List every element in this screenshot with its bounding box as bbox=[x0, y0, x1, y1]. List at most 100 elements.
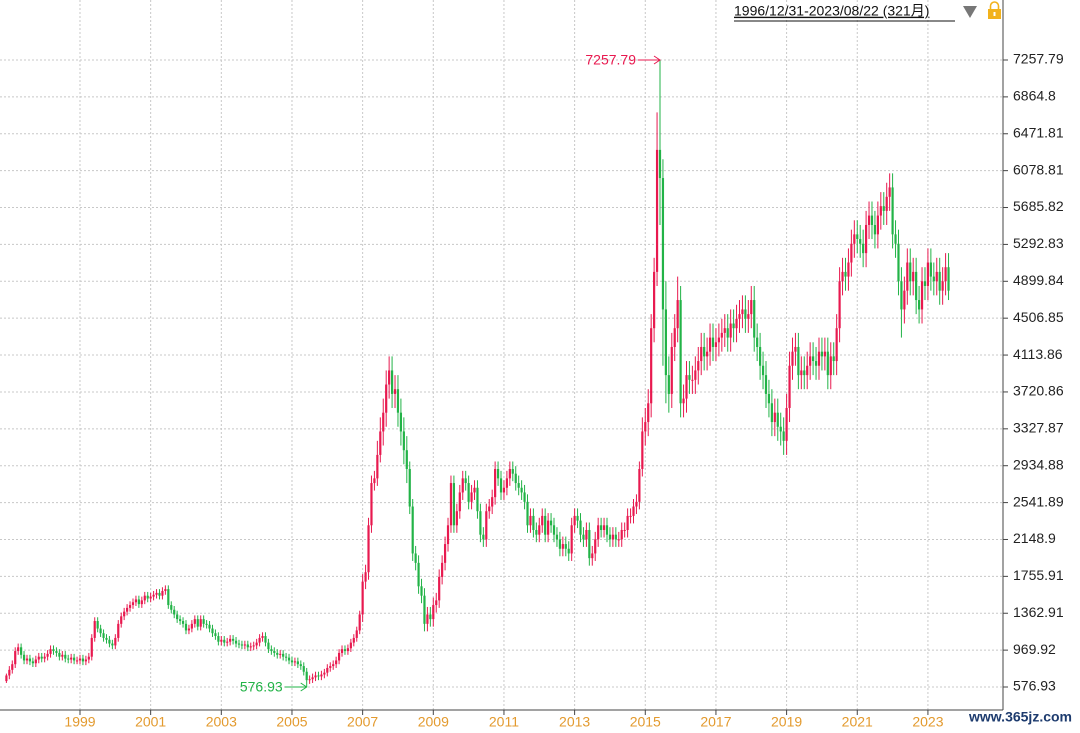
candle-body bbox=[320, 674, 323, 677]
candle-body bbox=[393, 389, 397, 394]
candle-body bbox=[420, 586, 423, 596]
candle-body bbox=[888, 187, 891, 197]
lock-icon[interactable] bbox=[988, 1, 1001, 19]
candle-body bbox=[549, 520, 553, 526]
y-tick-label: 7257.79 bbox=[1013, 51, 1064, 67]
candle-body bbox=[929, 262, 932, 277]
candle-body bbox=[912, 271, 915, 282]
candle-body bbox=[526, 501, 529, 526]
candle-body bbox=[817, 351, 821, 366]
candle-body bbox=[105, 637, 108, 640]
candle-body bbox=[84, 659, 87, 662]
candle-body bbox=[22, 654, 26, 661]
candle-body bbox=[75, 660, 79, 662]
candle-body bbox=[231, 638, 235, 641]
candle-body bbox=[346, 648, 350, 652]
candle-body bbox=[134, 599, 138, 603]
candle-body bbox=[146, 595, 149, 599]
candle-body bbox=[11, 664, 14, 670]
candles bbox=[5, 59, 950, 688]
candle-body bbox=[685, 375, 688, 399]
candle-body bbox=[797, 346, 800, 376]
candle-body bbox=[379, 431, 382, 455]
candle-body bbox=[284, 656, 288, 658]
candle-body bbox=[43, 656, 46, 659]
candle-body bbox=[323, 672, 326, 675]
candle-body bbox=[900, 281, 903, 310]
candle-body bbox=[364, 572, 367, 582]
candle-body bbox=[170, 605, 173, 610]
candle-body bbox=[382, 412, 385, 432]
candle-body bbox=[293, 661, 297, 663]
candle-body bbox=[915, 271, 918, 301]
candle-body bbox=[452, 483, 456, 526]
candle-body bbox=[317, 675, 320, 677]
candle-body bbox=[108, 639, 111, 644]
candle-body bbox=[585, 529, 588, 540]
candle-body bbox=[143, 595, 146, 601]
x-tick-label: 2005 bbox=[276, 714, 307, 730]
candle-body bbox=[555, 534, 559, 540]
grid bbox=[0, 0, 1003, 710]
period-selector[interactable]: 1996/12/31-2023/08/22 (321月) bbox=[734, 3, 929, 19]
candle-body bbox=[850, 243, 853, 263]
candle-body bbox=[935, 271, 938, 282]
candle-body bbox=[479, 511, 482, 535]
candle-body bbox=[196, 619, 199, 627]
candle-body bbox=[826, 351, 829, 376]
x-tick-label: 2009 bbox=[418, 714, 449, 730]
candle-body bbox=[176, 614, 179, 620]
candle-body bbox=[17, 647, 20, 652]
candle-body bbox=[117, 623, 120, 638]
candle-body bbox=[458, 492, 461, 512]
watermark: www.365jz.com bbox=[968, 709, 1072, 725]
candle-body bbox=[137, 599, 140, 605]
candle-body bbox=[488, 506, 491, 512]
candle-body bbox=[523, 492, 526, 502]
candle-body bbox=[28, 658, 32, 662]
candle-body bbox=[123, 611, 126, 617]
candle-body bbox=[832, 356, 835, 362]
candle-body bbox=[564, 544, 567, 549]
candle-body bbox=[617, 539, 620, 541]
candle-body bbox=[676, 300, 679, 329]
candle-body bbox=[814, 361, 818, 366]
candle-body bbox=[800, 370, 803, 376]
candle-body bbox=[96, 621, 99, 629]
candle-body bbox=[388, 370, 391, 385]
candle-body bbox=[199, 619, 202, 627]
candle-body bbox=[220, 639, 223, 642]
candle-body bbox=[211, 628, 214, 634]
candle-body bbox=[476, 487, 479, 512]
candle-body bbox=[926, 262, 930, 286]
candle-body bbox=[823, 351, 826, 357]
candle-body bbox=[741, 309, 744, 315]
candle-body bbox=[223, 639, 226, 643]
candle-body bbox=[329, 666, 332, 668]
candle-body bbox=[343, 649, 347, 652]
candle-body bbox=[349, 642, 352, 649]
candle-body bbox=[249, 646, 252, 648]
candle-body bbox=[385, 384, 388, 413]
candle-body bbox=[70, 657, 73, 660]
candle-body bbox=[541, 515, 544, 526]
candle-body bbox=[558, 539, 561, 549]
candle-body bbox=[14, 651, 17, 665]
candle-body bbox=[470, 492, 473, 502]
candle-body bbox=[944, 267, 947, 282]
candle-body bbox=[644, 422, 647, 432]
candle-body bbox=[399, 412, 403, 432]
candle-body bbox=[520, 487, 523, 493]
candle-body bbox=[597, 525, 600, 540]
candle-body bbox=[576, 515, 579, 521]
candle-body bbox=[688, 375, 691, 380]
candle-body bbox=[396, 389, 400, 413]
dropdown-arrow[interactable] bbox=[963, 6, 977, 18]
candle-body bbox=[655, 149, 659, 272]
candle-body bbox=[164, 589, 167, 591]
candle-body bbox=[467, 483, 470, 502]
candle-body bbox=[276, 652, 279, 655]
y-tick-label: 576.93 bbox=[1013, 678, 1056, 694]
candle-body bbox=[193, 619, 196, 624]
